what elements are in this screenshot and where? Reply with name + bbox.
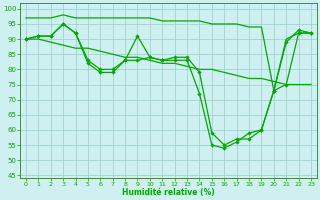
X-axis label: Humidité relative (%): Humidité relative (%) — [122, 188, 215, 197]
